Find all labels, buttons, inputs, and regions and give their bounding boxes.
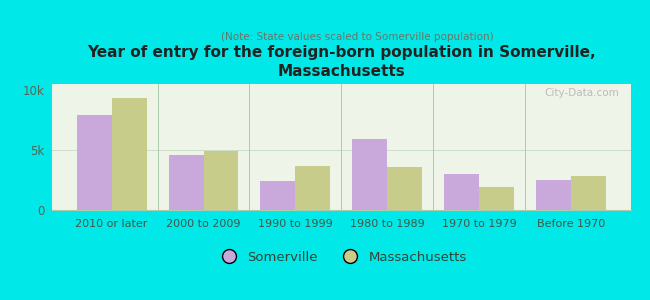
Bar bbox=[479, 187, 514, 210]
Bar bbox=[112, 98, 147, 210]
Legend: Somerville, Massachusetts: Somerville, Massachusetts bbox=[210, 245, 473, 269]
Text: City-Data.com: City-Data.com bbox=[544, 88, 619, 98]
Title: Year of entry for the foreign-born population in Somerville,
Massachusetts: Year of entry for the foreign-born popul… bbox=[87, 45, 595, 79]
Bar bbox=[77, 115, 112, 210]
Text: (Note: State values scaled to Somerville population): (Note: State values scaled to Somerville… bbox=[221, 32, 494, 41]
Bar bbox=[168, 155, 203, 210]
Bar bbox=[261, 181, 295, 210]
Bar bbox=[352, 139, 387, 210]
Bar bbox=[536, 180, 571, 210]
Bar bbox=[295, 166, 330, 210]
Bar bbox=[571, 176, 606, 210]
Bar bbox=[387, 167, 422, 210]
Bar bbox=[444, 174, 479, 210]
Bar bbox=[203, 151, 239, 210]
